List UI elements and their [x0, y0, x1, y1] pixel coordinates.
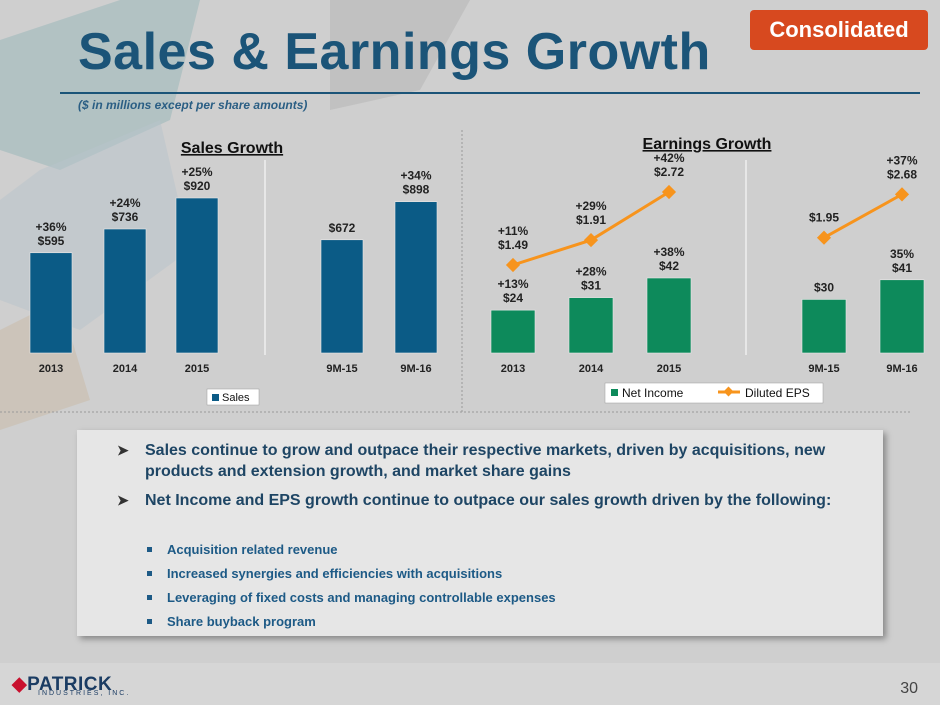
sub-bullet-3-text: Leveraging of fixed costs and managing c…	[167, 590, 556, 605]
bullet-1-text: Sales continue to grow and outpace their…	[145, 442, 826, 480]
sales-x-tick-label: 2015	[185, 363, 209, 375]
bullet-2-text: Net Income and EPS growth continue to ou…	[145, 492, 832, 509]
sub-bullet-1-text: Acquisition related revenue	[167, 542, 338, 557]
sales-legend-swatch	[212, 394, 219, 401]
square-bullet-icon	[147, 595, 152, 600]
earnings-x-tick-label: 2015	[657, 363, 681, 375]
net-income-data-label: +38% $42	[653, 245, 684, 273]
sales-x-tick-label: 2013	[39, 363, 63, 375]
arrow-bullet-icon: ➤	[117, 492, 129, 508]
eps-point	[583, 233, 599, 248]
sales-data-label: $672	[329, 221, 356, 235]
logo-subtext: INDUSTRIES, INC.	[38, 690, 131, 697]
eps-point	[894, 187, 910, 202]
net-income-bar	[646, 277, 692, 354]
logo-text: PATRICK	[27, 674, 113, 695]
eps-data-label: +11% $1.49	[498, 224, 529, 252]
net-income-data-label: 35% $41	[890, 247, 914, 275]
square-bullet-icon	[147, 571, 152, 576]
sales-chart-title: Sales Growth	[181, 140, 283, 157]
sales-data-label: +25% $920	[181, 165, 212, 193]
sub-bullet-4: Share buyback program	[147, 614, 316, 629]
charts-area: Sales Growth +36% $595 2013 +24% $736 2014 +25%…	[0, 130, 925, 413]
net-income-bar	[801, 299, 847, 354]
net-income-data-label: +28% $31	[575, 265, 606, 293]
sales-legend-box	[206, 388, 260, 406]
sales-bar	[29, 252, 73, 354]
sub-bullet-3: Leveraging of fixed costs and managing c…	[147, 590, 556, 605]
earnings-x-tick-label: 2013	[501, 363, 525, 375]
square-bullet-icon	[147, 619, 152, 624]
earnings-legend-swatch-bar	[611, 389, 618, 396]
sub-bullet-4-text: Share buyback program	[167, 614, 316, 629]
sales-bar	[320, 239, 364, 354]
net-income-bar	[879, 279, 925, 354]
eps-data-label: +29% $1.91	[575, 199, 606, 227]
net-income-data-label: +13% $24	[497, 277, 528, 305]
eps-data-label: +37% $2.68	[886, 153, 917, 181]
sub-bullet-1: Acquisition related revenue	[147, 542, 338, 557]
key-points-box: ➤ Sales continue to grow and outpace the…	[77, 430, 883, 636]
eps-point	[816, 230, 832, 245]
arrow-bullet-icon: ➤	[117, 442, 129, 458]
footer-bar	[0, 663, 940, 705]
earnings-legend-swatch-marker	[723, 386, 734, 397]
square-bullet-icon	[147, 547, 152, 552]
eps-point	[505, 257, 521, 273]
earnings-legend-label-eps: Diluted EPS	[745, 386, 810, 400]
sales-legend-label: Sales	[222, 392, 250, 404]
page-number: 30	[900, 680, 918, 697]
earnings-legend-label-net-income: Net Income	[622, 386, 684, 400]
sales-data-label: +36% $595	[35, 220, 66, 248]
consolidated-badge: Consolidated	[750, 10, 928, 50]
net-income-data-label: $30	[814, 280, 834, 294]
sales-bar	[103, 228, 147, 354]
eps-point	[661, 184, 677, 200]
sales-data-label: +34% $898	[400, 169, 431, 197]
earnings-x-tick-label: 2014	[579, 363, 604, 375]
eps-data-label: $1.95	[809, 211, 839, 225]
earnings-x-tick-label: 9M-15	[808, 363, 839, 375]
sales-bar	[394, 201, 438, 354]
sales-x-tick-label: 9M-15	[326, 363, 357, 375]
net-income-bar	[490, 309, 536, 354]
earnings-legend-box	[604, 382, 824, 404]
patrick-logo: ◆PATRICK	[12, 673, 112, 696]
earnings-chart-title: Earnings Growth	[643, 136, 772, 153]
patrick-logo-icon: ◆	[12, 674, 28, 695]
page-title: Sales & Earnings Growth	[78, 23, 711, 81]
sub-bullet-2-text: Increased synergies and efficiencies wit…	[167, 566, 503, 581]
net-income-bar	[568, 297, 614, 354]
title-divider	[60, 92, 920, 94]
sales-x-tick-label: 9M-16	[400, 363, 431, 375]
sales-x-tick-label: 2014	[113, 363, 138, 375]
eps-data-label: +42% $2.72	[653, 151, 684, 179]
earnings-x-tick-label: 9M-16	[886, 363, 917, 375]
sales-bar	[175, 197, 219, 354]
sales-data-label: +24% $736	[109, 196, 140, 224]
sub-bullet-2: Increased synergies and efficiencies wit…	[147, 566, 503, 581]
page-subtitle: ($ in millions except per share amounts)	[78, 98, 308, 112]
eps-line-segment	[823, 193, 903, 240]
